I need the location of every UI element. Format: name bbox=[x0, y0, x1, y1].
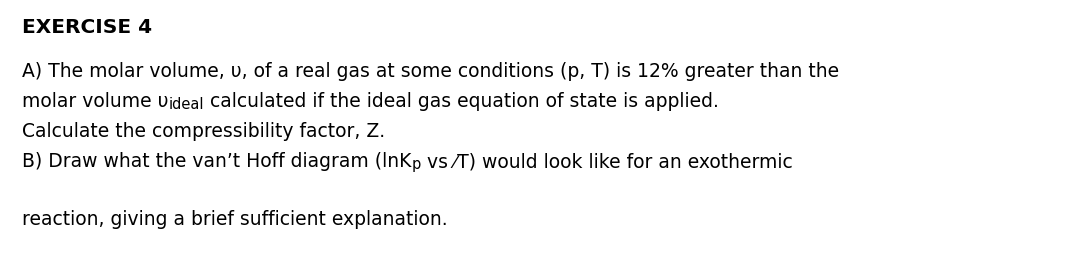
Text: ideal: ideal bbox=[168, 97, 204, 112]
Text: calculated if the ideal gas equation of state is applied.: calculated if the ideal gas equation of … bbox=[204, 92, 719, 111]
Text: A) The molar volume, υ, of a real gas at some conditions (p, T) is 12% greater t: A) The molar volume, υ, of a real gas at… bbox=[22, 62, 839, 81]
Text: molar volume υ: molar volume υ bbox=[22, 92, 168, 111]
Text: EXERCISE 4: EXERCISE 4 bbox=[22, 18, 152, 37]
Text: vs ⁄T) would look like for an exothermic: vs ⁄T) would look like for an exothermic bbox=[420, 152, 793, 171]
Text: B) Draw what the van’t Hoff diagram (lnK: B) Draw what the van’t Hoff diagram (lnK bbox=[22, 152, 411, 171]
Text: Calculate the compressibility factor, Z.: Calculate the compressibility factor, Z. bbox=[22, 122, 386, 141]
Text: reaction, giving a brief sufficient explanation.: reaction, giving a brief sufficient expl… bbox=[22, 210, 447, 229]
Text: p: p bbox=[411, 157, 420, 172]
